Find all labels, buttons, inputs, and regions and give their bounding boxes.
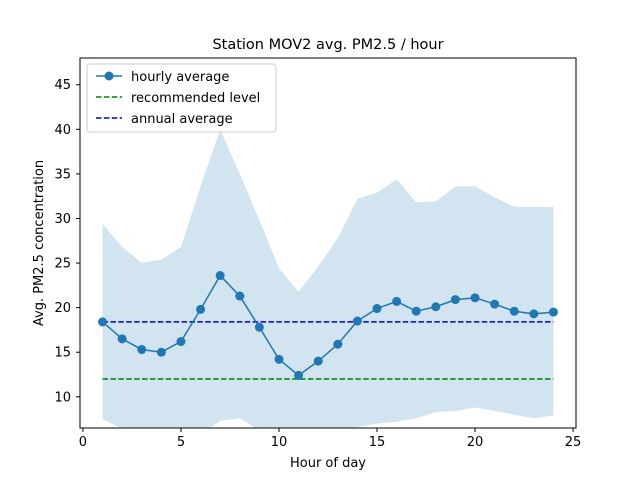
data-point [98,317,108,327]
data-point [333,339,343,349]
legend-label-annual-average: annual average [131,112,233,127]
x-tick-label: 10 [271,435,288,450]
data-point [490,299,500,309]
chart-title: Station MOV2 avg. PM2.5 / hour [212,37,443,53]
data-point [529,309,539,319]
data-point [431,302,441,312]
y-tick-label: 20 [54,301,71,316]
data-point [313,356,323,366]
x-axis-ticks: 0 5 10 15 20 25 [79,428,582,450]
data-point [470,293,480,303]
data-point [548,307,558,317]
y-tick-label: 35 [54,167,71,182]
plot-frame [79,57,577,429]
x-tick-label: 20 [467,435,484,450]
data-point [156,347,166,357]
data-point [294,370,304,380]
legend-marker-hourly-average [104,71,114,81]
y-tick-label: 30 [54,212,71,227]
data-point [274,354,284,364]
data-point [352,316,362,326]
y-tick-label: 10 [54,390,71,405]
legend-label-recommended-level: recommended level [131,91,260,106]
x-tick-label: 15 [369,435,386,450]
data-point [509,306,519,316]
y-axis-label: Avg. PM2.5 concentration [32,160,47,326]
data-point [450,295,460,305]
data-point [137,345,147,355]
x-tick-label: 5 [177,435,185,450]
legend-label-hourly-average: hourly average [131,70,229,85]
confidence-band [102,129,554,428]
data-point [176,337,186,347]
y-tick-label: 15 [54,346,71,361]
series-layer [98,271,558,380]
x-tick-label: 25 [565,435,582,450]
legend: hourly average recommended level annual … [86,63,277,133]
data-point [117,334,127,344]
data-point [254,322,264,332]
legend-box [86,63,277,133]
confidence-band-layer [102,129,554,428]
data-point [215,271,225,281]
x-axis-label: Hour of day [290,456,366,471]
y-tick-label: 25 [54,257,71,272]
data-point [372,304,382,314]
x-tick-label: 0 [79,435,87,450]
data-point [196,304,206,314]
data-point [411,306,421,316]
data-point [392,296,402,306]
y-axis-ticks: 10 15 20 25 30 35 40 45 [54,78,80,405]
y-tick-label: 45 [54,78,71,93]
y-tick-label: 40 [54,123,71,138]
data-point [235,291,245,301]
